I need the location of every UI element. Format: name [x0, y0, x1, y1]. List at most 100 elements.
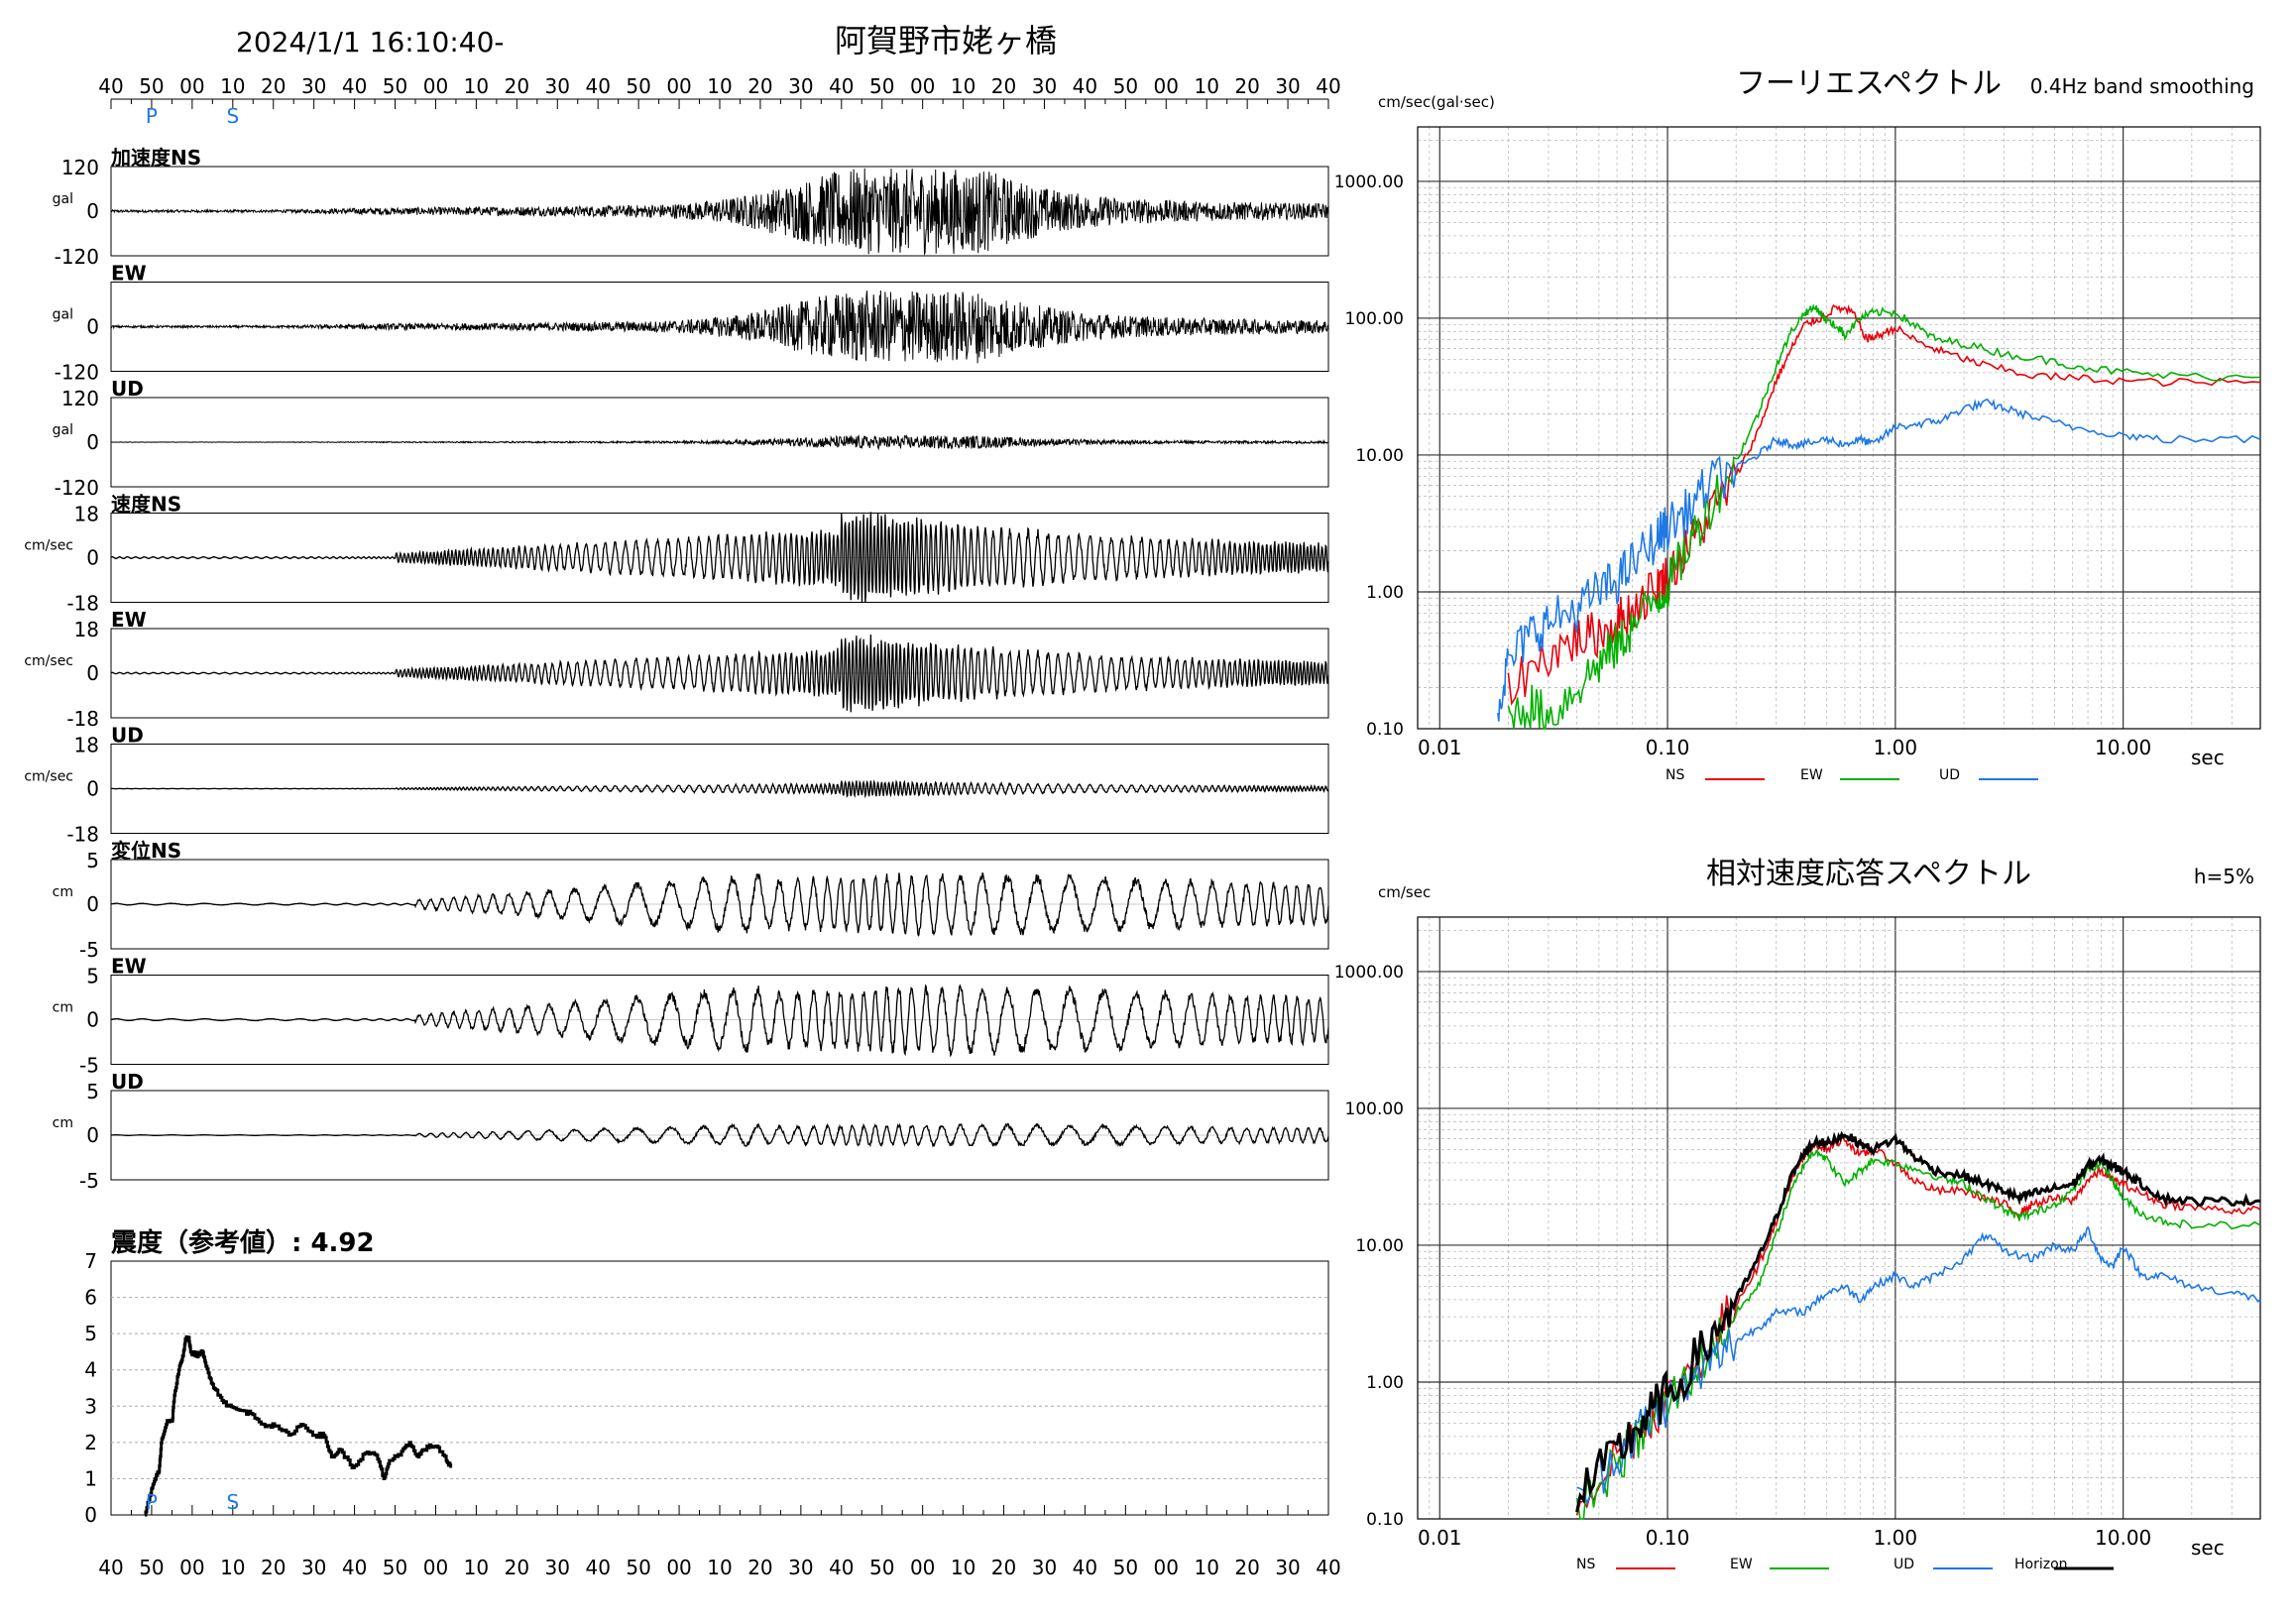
- waveform-label: EW: [111, 262, 147, 286]
- waveform-trace: [110, 433, 1329, 451]
- time-tick-label: 20: [991, 74, 1016, 98]
- series-line-ud: [1576, 1225, 2261, 1506]
- waveform-trace: [110, 290, 1329, 364]
- time-tick-label: 50: [139, 1556, 164, 1579]
- spectrum-frame: [1417, 916, 2261, 1520]
- waveform-panel: UD 120 0 -120 gal: [53, 377, 1329, 500]
- y-max-label: 5: [86, 965, 99, 988]
- y-max-label: 18: [74, 618, 99, 641]
- time-tick-label: 20: [505, 74, 529, 98]
- intensity-tick-label: 0: [84, 1503, 97, 1527]
- intensity-tick-label: 3: [84, 1394, 97, 1418]
- time-tick-label: 00: [910, 74, 935, 98]
- y-min-label: -18: [66, 823, 99, 847]
- y-max-label: 5: [86, 1080, 99, 1103]
- time-tick-label: 20: [261, 1556, 286, 1579]
- legend-label: Horizon: [2014, 1557, 2068, 1572]
- response-spectrum-chart: 相対速度応答スペクトル h=5% cm/sec sec 1000.00 100.00 10.…: [1334, 857, 2261, 1572]
- time-tick-label: 50: [383, 1556, 407, 1579]
- waveform-panel: EW 5 0 -5 cm: [53, 955, 1329, 1078]
- y-zero-label: 0: [86, 777, 99, 801]
- intensity-title: 震度（参考値）: 4.92: [111, 1227, 375, 1258]
- y-zero-label: 0: [86, 430, 99, 454]
- series-line-horizon: [1575, 1130, 2261, 1513]
- time-tick-label: 50: [1113, 1556, 1138, 1579]
- waveform-trace: [111, 779, 1329, 799]
- time-tick-label: 40: [829, 1556, 854, 1579]
- waveform-area: 40 50 00 10 20 30 40 50 00 10 20 30 40 50 00 10 20 30 40 50…: [24, 74, 1340, 1193]
- y-tick-label: 1.00: [1366, 1373, 1404, 1393]
- time-tick-label: 20: [1234, 74, 1259, 98]
- legend-label: EW: [1730, 1557, 1753, 1572]
- spectrum-title: 相対速度応答スペクトル: [1706, 857, 2031, 891]
- series-line-ew: [1575, 1149, 2261, 1520]
- time-tick-label: 10: [1194, 1556, 1218, 1579]
- time-tick-label: 00: [666, 1556, 691, 1579]
- unit-label: cm/sec: [24, 538, 73, 554]
- x-tick-label: 10.00: [2095, 1526, 2151, 1550]
- y-max-label: 18: [74, 734, 99, 757]
- waveform-label: 速度NS: [111, 493, 181, 517]
- waveform-panel: EW 0 -120 gal: [53, 262, 1329, 385]
- waveform-trace: [110, 634, 1329, 713]
- y-min-label: -120: [55, 361, 99, 385]
- time-tick-label: 30: [1032, 74, 1057, 98]
- waveform-label: UD: [111, 377, 144, 401]
- time-tick-label: 00: [666, 74, 691, 98]
- time-tick-label: 50: [626, 74, 650, 98]
- phase-marker-P: P: [146, 1490, 158, 1514]
- time-tick-label: 00: [179, 1556, 204, 1579]
- waveform-trace: [110, 1122, 1329, 1148]
- waveform-label: 変位NS: [111, 839, 181, 863]
- intensity-tick-label: 2: [84, 1431, 97, 1454]
- time-tick-label: 00: [423, 74, 448, 98]
- x-tick-label: 0.01: [1418, 736, 1462, 759]
- unit-label: gal: [53, 191, 73, 207]
- time-tick-label: 20: [261, 74, 286, 98]
- y-max-label: 18: [74, 503, 99, 526]
- time-tick-label: 10: [220, 1556, 245, 1579]
- y-zero-label: 0: [86, 1008, 99, 1032]
- waveform-trace: [110, 984, 1329, 1058]
- intensity-trace: [144, 1334, 453, 1517]
- intensity-tick-label: 5: [84, 1322, 97, 1345]
- phase-marker-P: P: [146, 104, 158, 128]
- y-tick-label: 10.00: [1355, 446, 1404, 466]
- time-tick-label: 30: [1275, 1556, 1300, 1579]
- waveform-trace: [110, 872, 1329, 937]
- time-tick-label: 10: [951, 1556, 976, 1579]
- unit-label: cm/sec: [24, 769, 73, 785]
- fourier-spectrum-chart: フーリエスペクトル 0.4Hz band smoothing cm/sec(gal·…: [1334, 66, 2261, 783]
- time-tick-label: 50: [1113, 74, 1138, 98]
- station-name: 阿賀野市姥ヶ橋: [835, 22, 1057, 59]
- time-tick-label: 50: [383, 74, 407, 98]
- unit-label: cm: [53, 1115, 73, 1131]
- time-tick-label: 40: [98, 1556, 123, 1579]
- y-tick-label: 100.00: [1345, 309, 1404, 329]
- time-tick-label: 30: [788, 74, 813, 98]
- intensity-frame: [110, 1260, 1329, 1516]
- waveform-trace: [110, 512, 1329, 603]
- time-tick-label: 40: [585, 1556, 610, 1579]
- y-zero-label: 0: [86, 661, 99, 685]
- time-tick-label: 40: [1316, 1556, 1340, 1579]
- y-min-label: -120: [55, 245, 99, 269]
- y-tick-label: 1000.00: [1334, 173, 1404, 192]
- spectrum-xlabel: sec: [2191, 1536, 2225, 1560]
- time-tick-label: 40: [98, 74, 123, 98]
- waveform-trace: [110, 168, 1329, 256]
- time-tick-label: 00: [423, 1556, 448, 1579]
- legend-label: NS: [1665, 767, 1684, 783]
- y-max-label: 5: [86, 849, 99, 872]
- waveform-panel: UD 5 0 -5 cm: [53, 1070, 1329, 1193]
- waveform-panel: 加速度NS 120 0 -120 gal: [53, 146, 1329, 269]
- waveform-label: UD: [111, 724, 144, 748]
- spectrum-note: h=5%: [2194, 865, 2254, 888]
- time-tick-label: 00: [1154, 74, 1179, 98]
- y-zero-label: 0: [86, 892, 99, 916]
- legend-label: NS: [1576, 1557, 1595, 1572]
- intensity-tick-label: 4: [84, 1358, 97, 1382]
- waveform-label: EW: [111, 608, 147, 632]
- time-tick-label: 10: [707, 1556, 732, 1579]
